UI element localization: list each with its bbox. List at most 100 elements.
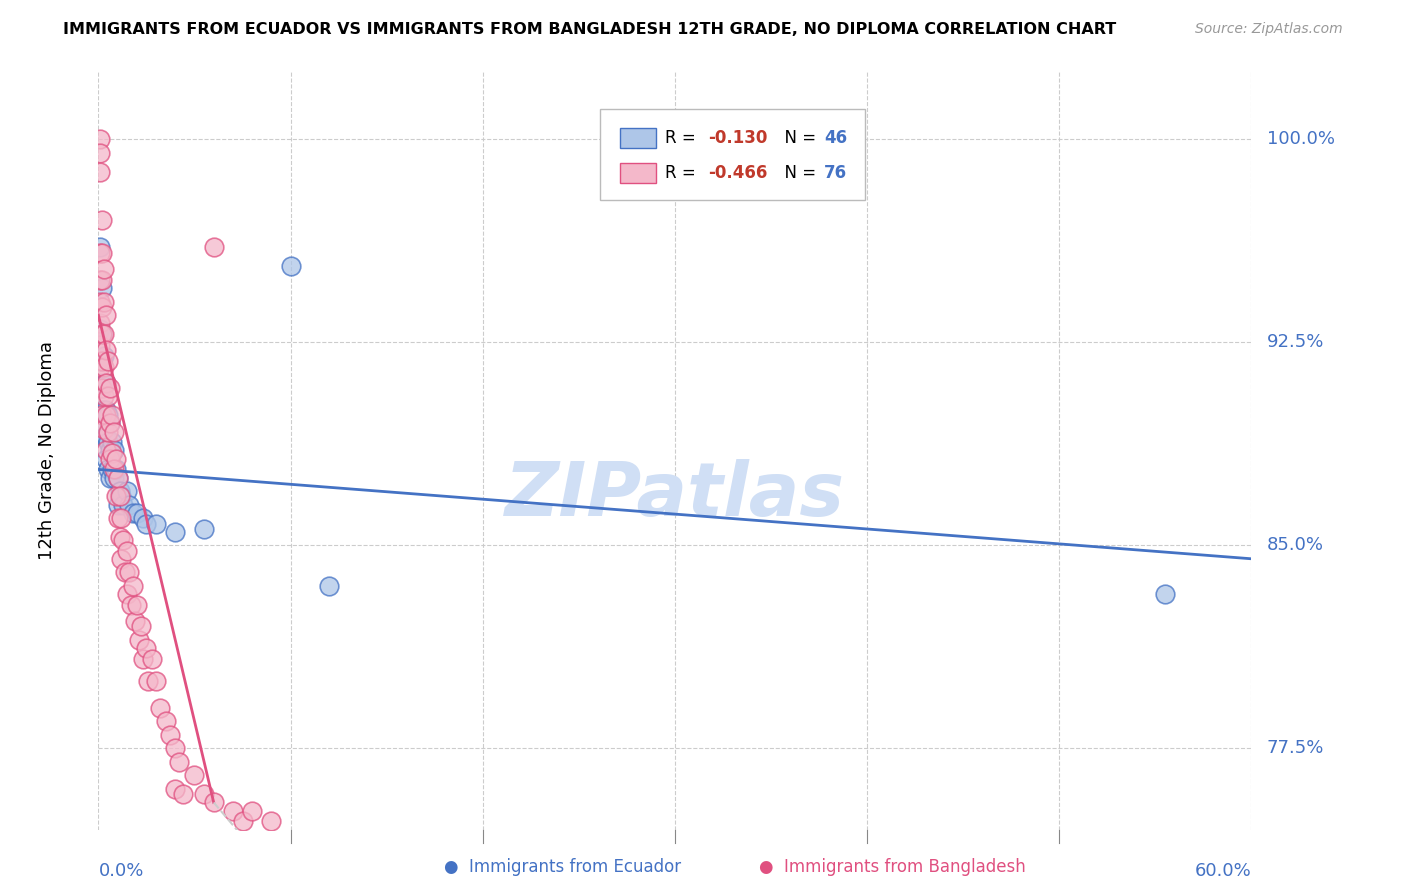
Text: R =: R = xyxy=(665,164,700,182)
Text: N =: N = xyxy=(775,164,821,182)
Point xyxy=(91,402,114,417)
Text: 85.0%: 85.0% xyxy=(1267,536,1323,554)
Point xyxy=(89,164,111,178)
Point xyxy=(193,522,215,536)
Point xyxy=(89,354,111,368)
Point xyxy=(135,516,157,531)
Point xyxy=(202,796,225,810)
Point xyxy=(89,145,111,160)
Point xyxy=(97,409,120,423)
Text: 0.0%: 0.0% xyxy=(98,862,143,880)
Point xyxy=(103,425,125,439)
Point xyxy=(93,359,115,374)
Point xyxy=(107,511,129,525)
Point xyxy=(193,788,215,802)
Point xyxy=(149,700,172,714)
Point xyxy=(165,524,187,539)
Text: -0.466: -0.466 xyxy=(709,164,768,182)
Point xyxy=(94,443,117,458)
Point xyxy=(91,281,114,295)
Point xyxy=(93,430,115,444)
Point xyxy=(101,446,124,460)
Point xyxy=(135,641,157,656)
Text: 77.5%: 77.5% xyxy=(1267,739,1324,757)
Point xyxy=(125,506,148,520)
Point xyxy=(89,359,111,374)
Point xyxy=(91,300,114,314)
Point xyxy=(93,402,115,417)
Point xyxy=(117,484,139,499)
Point xyxy=(91,326,114,341)
Text: Source: ZipAtlas.com: Source: ZipAtlas.com xyxy=(1195,22,1343,37)
Point xyxy=(98,470,121,484)
Point xyxy=(110,511,132,525)
Point xyxy=(110,551,132,566)
Point xyxy=(101,462,124,476)
Point xyxy=(104,490,127,504)
Text: 12th Grade, No Diploma: 12th Grade, No Diploma xyxy=(38,341,56,560)
Point xyxy=(131,652,153,666)
Point xyxy=(108,490,131,504)
Point xyxy=(97,389,120,403)
Point xyxy=(89,376,111,390)
Point xyxy=(104,462,127,476)
Text: -0.130: -0.130 xyxy=(709,129,768,147)
Point xyxy=(165,741,187,756)
Point xyxy=(138,673,160,688)
Point xyxy=(91,245,114,260)
Point xyxy=(93,294,115,309)
Point xyxy=(89,245,111,260)
Text: 46: 46 xyxy=(824,129,846,147)
Point xyxy=(91,381,114,395)
Point xyxy=(318,579,340,593)
Point xyxy=(91,422,114,436)
Point xyxy=(94,376,117,390)
Point xyxy=(129,619,152,633)
Point xyxy=(94,343,117,358)
Point xyxy=(93,326,115,341)
Point xyxy=(89,316,111,330)
Point xyxy=(104,451,127,466)
Point xyxy=(91,273,114,287)
Point xyxy=(165,781,187,796)
Point xyxy=(93,389,115,403)
Point xyxy=(93,422,115,436)
Point xyxy=(94,409,117,423)
Point xyxy=(112,533,135,547)
Point xyxy=(122,579,145,593)
Point xyxy=(122,506,145,520)
Point xyxy=(145,673,167,688)
Point xyxy=(145,516,167,531)
Point xyxy=(97,425,120,439)
Point xyxy=(97,462,120,476)
Point xyxy=(183,768,205,782)
Point xyxy=(128,632,150,647)
Point xyxy=(89,240,111,254)
Point xyxy=(89,321,111,335)
Point xyxy=(98,381,121,395)
Point xyxy=(108,484,131,499)
Point xyxy=(124,614,146,628)
Point xyxy=(110,490,132,504)
Point xyxy=(93,376,115,390)
Text: 92.5%: 92.5% xyxy=(1267,333,1324,351)
Text: ●  Immigrants from Ecuador: ● Immigrants from Ecuador xyxy=(444,858,681,876)
Point xyxy=(91,354,114,368)
Point xyxy=(167,755,190,769)
Point xyxy=(117,587,139,601)
Point xyxy=(97,435,120,450)
Text: ●  Immigrants from Bangladesh: ● Immigrants from Bangladesh xyxy=(759,858,1026,876)
Point xyxy=(94,376,117,390)
Text: 100.0%: 100.0% xyxy=(1267,130,1334,148)
Point xyxy=(93,349,115,363)
Point xyxy=(91,381,114,395)
Point xyxy=(118,566,141,580)
FancyBboxPatch shape xyxy=(620,163,655,183)
Point xyxy=(89,132,111,146)
Point xyxy=(118,498,141,512)
Point xyxy=(98,417,121,431)
Point xyxy=(94,402,117,417)
Point xyxy=(172,788,194,802)
Point xyxy=(202,240,225,254)
Point xyxy=(89,273,111,287)
